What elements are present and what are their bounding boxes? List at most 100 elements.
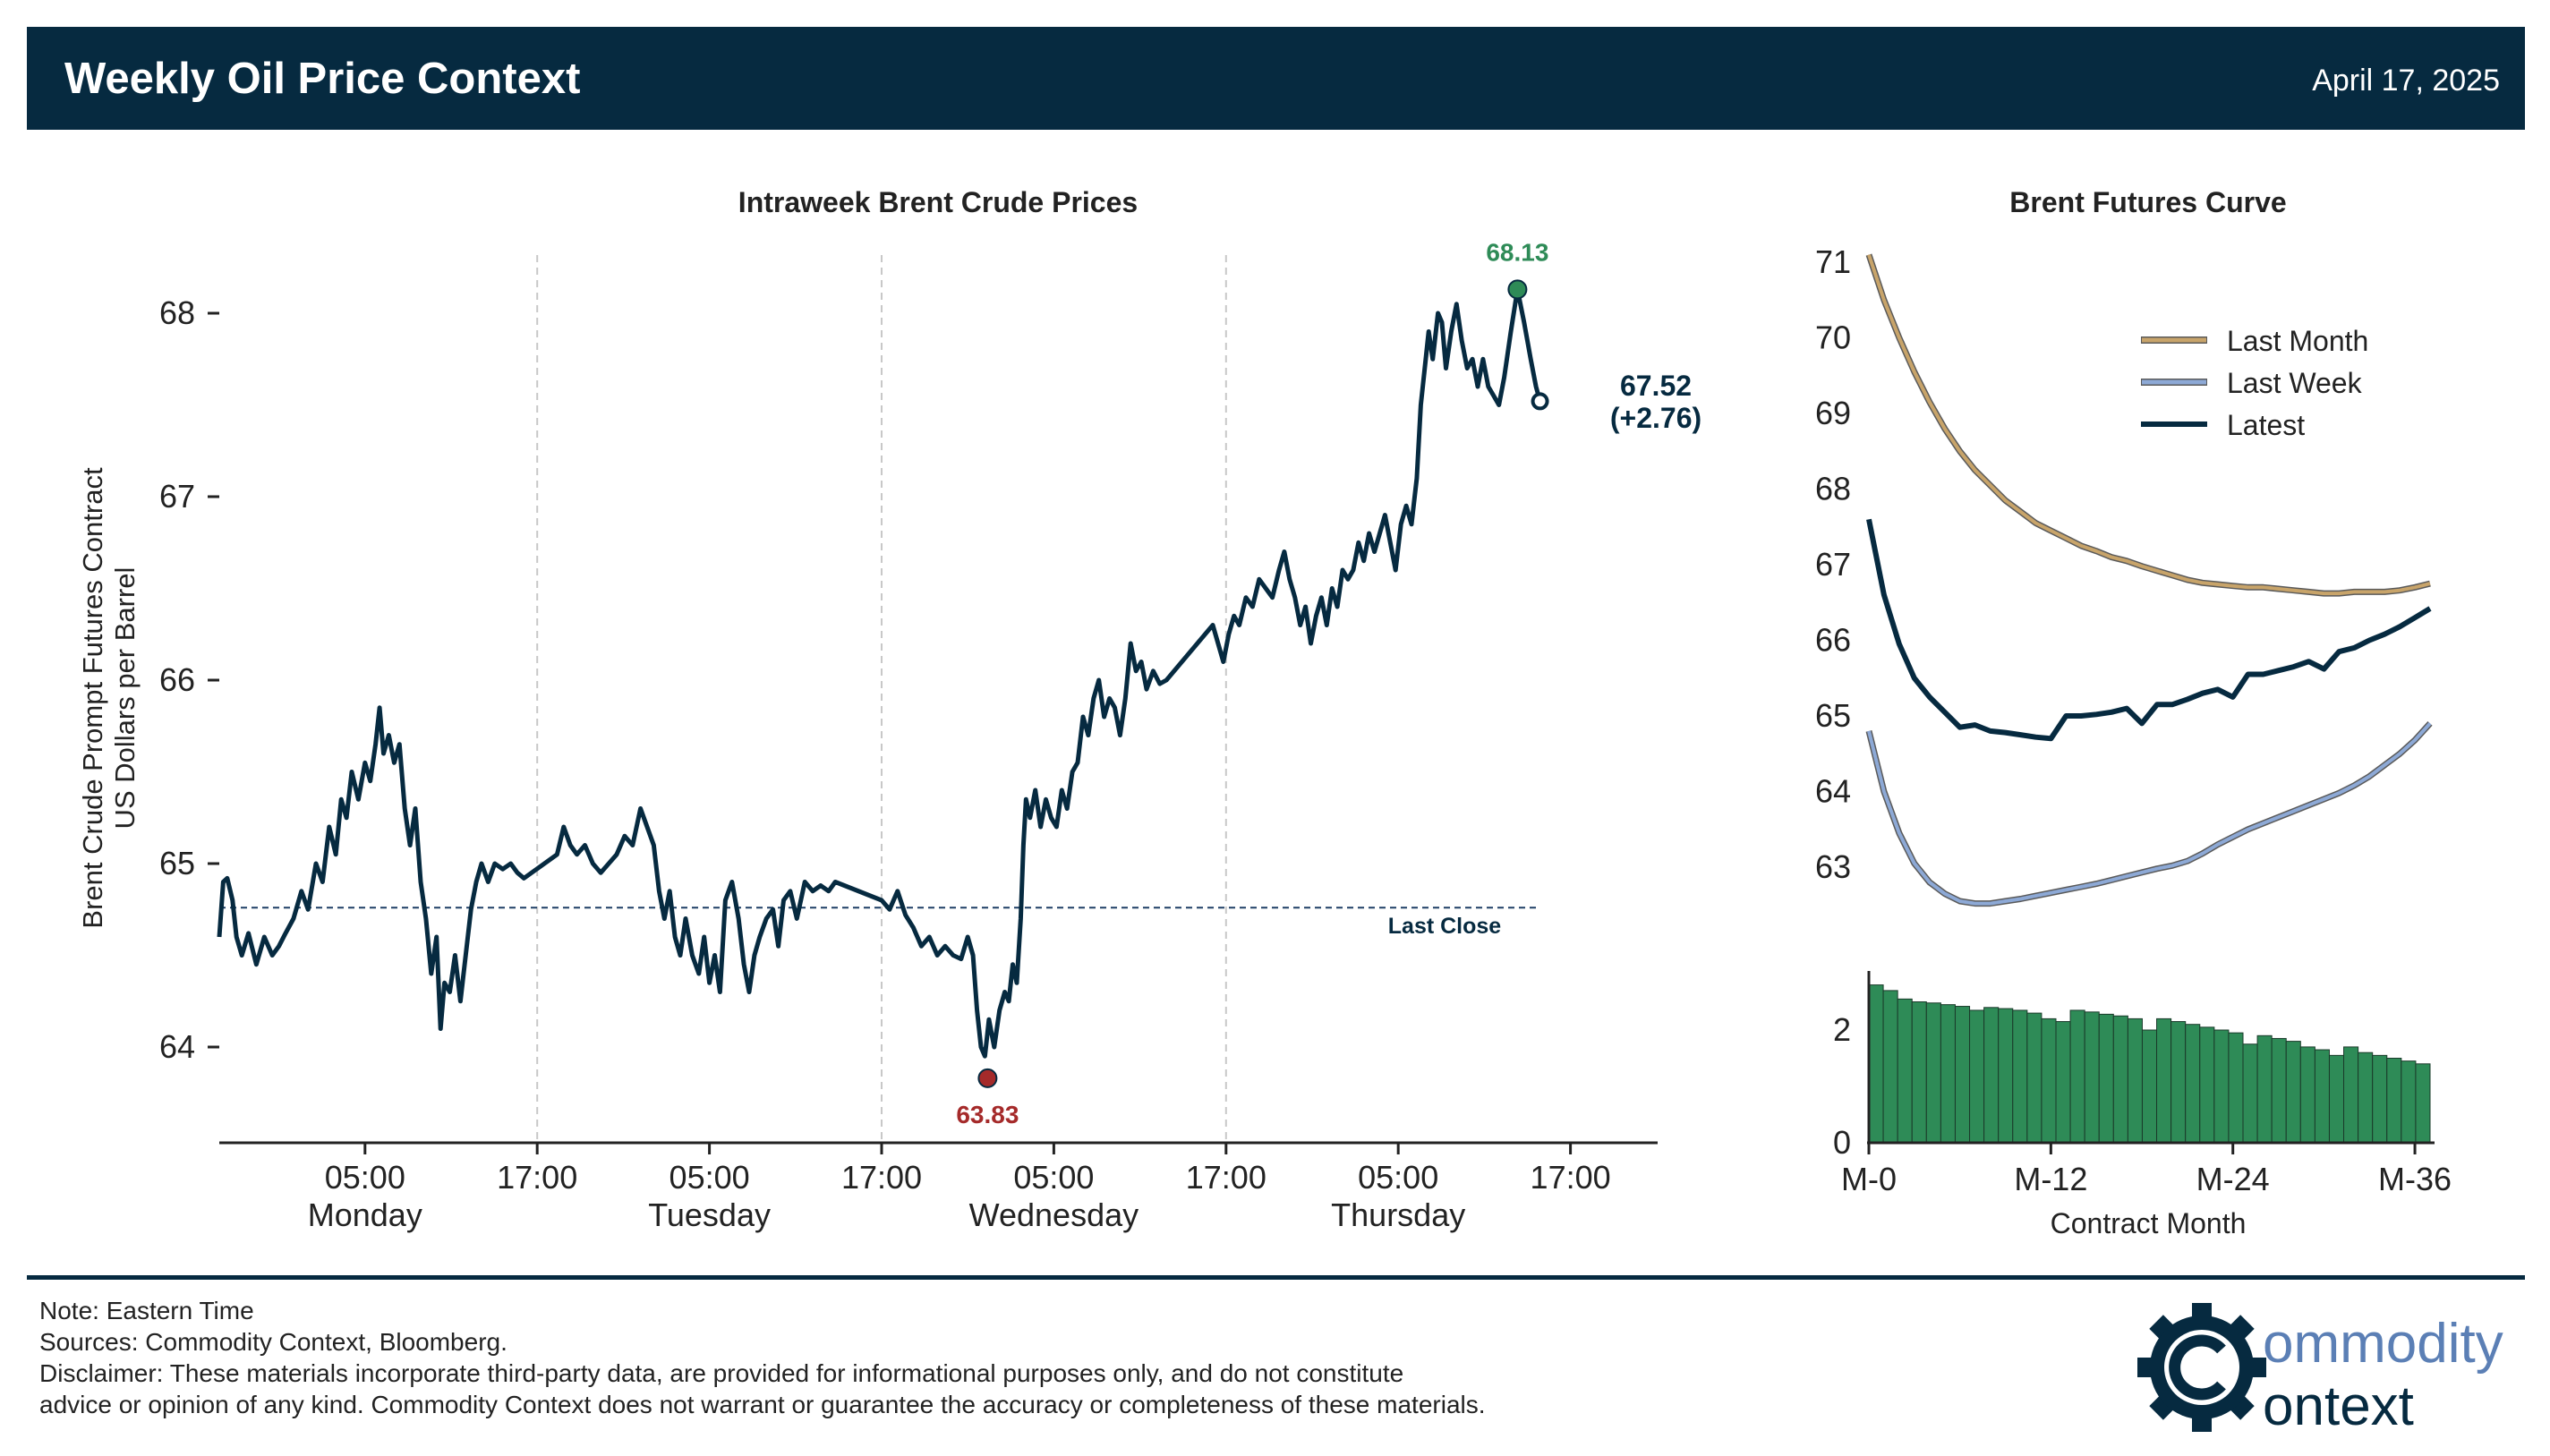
bar-y-tick-label-1: 2 (1833, 1011, 1851, 1048)
spread-bar-2 (1897, 998, 1913, 1144)
left-y-tick-label-2: 66 (159, 661, 195, 698)
curve-line-2 (1866, 518, 2432, 742)
spread-bar-28 (2271, 1037, 2287, 1144)
left-x-tick-time-5: 17:00 (1186, 1159, 1266, 1196)
spread-bar-22 (2185, 1024, 2201, 1144)
spread-bar-11 (2026, 1012, 2043, 1144)
spread-bar-19 (2141, 1029, 2158, 1144)
spread-bar-33 (2343, 1046, 2359, 1144)
right-chart-title: Brent Futures Curve (2009, 186, 2286, 218)
page-title: Weekly Oil Price Context (64, 55, 581, 103)
left-x-tick-time-7: 17:00 (1531, 1159, 1611, 1196)
curve-line-0 (1867, 253, 2431, 596)
footer-disclaimer-line1: Disclaimer: These materials incorporate … (39, 1359, 1404, 1387)
curve-x-tick-label-1: M-12 (2014, 1161, 2087, 1197)
curve-y-tick-label-1: 64 (1815, 773, 1851, 810)
left-x-tick-day-2: Tuesday (648, 1196, 771, 1233)
spread-bar-15 (2084, 1011, 2100, 1144)
spread-bar-8 (1983, 1007, 2000, 1144)
curve-x-tick-label-3: M-36 (2378, 1161, 2452, 1197)
latest-marker (1531, 392, 1549, 411)
legend-label-1: Last Week (2227, 367, 2363, 399)
spread-bar-18 (2127, 1017, 2143, 1144)
low-marker (977, 1068, 998, 1088)
spread-bar-35 (2372, 1054, 2388, 1144)
curve-y-tick-label-3: 66 (1815, 622, 1851, 659)
spread-bar-24 (2213, 1029, 2230, 1144)
spread-bar-34 (2358, 1052, 2374, 1144)
spread-bar-30 (2299, 1046, 2315, 1144)
left-x-tick-day-0: Monday (308, 1196, 422, 1233)
spread-bar-36 (2386, 1058, 2402, 1144)
spread-bar-4 (1925, 1002, 1941, 1144)
spread-bar-26 (2242, 1043, 2258, 1144)
curve-y-tick-label-6: 69 (1815, 395, 1851, 431)
spread-bar-16 (2098, 1013, 2114, 1144)
left-y-tick-label-4: 68 (159, 294, 195, 331)
spread-bar-31 (2314, 1049, 2330, 1144)
left-chart-title: Intraweek Brent Crude Prices (738, 186, 1138, 218)
curve-outline-1 (1865, 721, 2433, 907)
bar-y-tick-label-0: 0 (1833, 1124, 1851, 1161)
last-close-label: Last Close (1388, 914, 1502, 939)
footer-disclaimer-line2: advice or opinion of any kind. Commodity… (39, 1391, 1486, 1418)
curve-line-1 (1867, 722, 2432, 906)
curve-y-tick-label-8: 71 (1815, 243, 1851, 280)
left-x-tick-time-0: 05:00 (325, 1159, 405, 1196)
spread-bar-13 (2055, 1021, 2071, 1144)
left-x-tick-time-3: 17:00 (841, 1159, 922, 1196)
logo-text-line2: ontext (2263, 1375, 2414, 1437)
left-x-tick-day-4: Wednesday (969, 1196, 1139, 1233)
high-marker (1507, 279, 1528, 300)
spread-bar-27 (2256, 1035, 2273, 1144)
curve-x-tick-label-2: M-24 (2196, 1161, 2270, 1197)
curve-y-tick-label-2: 65 (1815, 697, 1851, 734)
footer-sources: Sources: Commodity Context, Bloomberg. (39, 1328, 507, 1356)
left-x-tick-time-6: 05:00 (1358, 1159, 1438, 1196)
left-x-tick-day-6: Thursday (1331, 1196, 1465, 1233)
spread-bar-14 (2069, 1009, 2085, 1144)
left-x-tick-time-4: 05:00 (1013, 1159, 1094, 1196)
logo-text-line1: ommodity (2263, 1313, 2503, 1375)
legend-label-2: Latest (2227, 409, 2305, 441)
left-y-tick-label-1: 65 (159, 845, 195, 881)
left-y-tick-label-3: 67 (159, 478, 195, 515)
low-label: 63.83 (956, 1101, 1019, 1128)
latest-change-label: (+2.76) (1610, 402, 1701, 434)
left-y-label-line1: Brent Crude Prompt Futures Contract (77, 467, 108, 929)
spread-bar-6 (1954, 1006, 1971, 1144)
spread-bar-23 (2199, 1026, 2215, 1144)
left-y-tick-label-0: 64 (159, 1028, 195, 1065)
spread-bar-20 (2156, 1017, 2172, 1144)
curve-y-tick-label-4: 67 (1815, 546, 1851, 583)
spread-bar-37 (2401, 1060, 2417, 1144)
spread-bar-25 (2228, 1032, 2244, 1144)
spread-bar-38 (2415, 1063, 2431, 1144)
spread-bar-7 (1969, 1009, 1985, 1144)
spread-bar-9 (1998, 1008, 2014, 1144)
gear-icon (2137, 1303, 2266, 1432)
brent-price-line (217, 286, 1543, 1059)
spread-bar-1 (1882, 990, 1898, 1144)
spread-bar-0 (1868, 984, 1884, 1144)
curve-x-axis-label: Contract Month (2051, 1207, 2247, 1239)
spread-bar-3 (1911, 1001, 1927, 1144)
spread-bar-10 (2012, 1009, 2028, 1144)
header-bar: Weekly Oil Price Context April 17, 2025 (27, 27, 2525, 130)
curve-y-tick-label-7: 70 (1815, 319, 1851, 356)
legend-label-0: Last Month (2227, 325, 2368, 357)
left-x-tick-time-2: 05:00 (669, 1159, 750, 1196)
curve-y-tick-label-5: 68 (1815, 471, 1851, 507)
high-label: 68.13 (1486, 238, 1548, 266)
spread-bar-5 (1940, 1004, 1956, 1144)
curve-x-tick-label-0: M-0 (1841, 1161, 1897, 1197)
report-date: April 17, 2025 (2312, 64, 2500, 98)
spread-bar-12 (2041, 1017, 2057, 1144)
spread-bar-29 (2285, 1041, 2301, 1144)
footer-notes: Note: Eastern Time Sources: Commodity Co… (39, 1295, 1740, 1420)
latest-value-label: 67.52 (1620, 370, 1692, 402)
left-y-label-line2: US Dollars per Barrel (109, 567, 141, 830)
left-x-tick-time-1: 17:00 (497, 1159, 577, 1196)
footer-note: Note: Eastern Time (39, 1297, 254, 1324)
commodity-context-logo: ommodity ontext (2137, 1303, 2503, 1437)
